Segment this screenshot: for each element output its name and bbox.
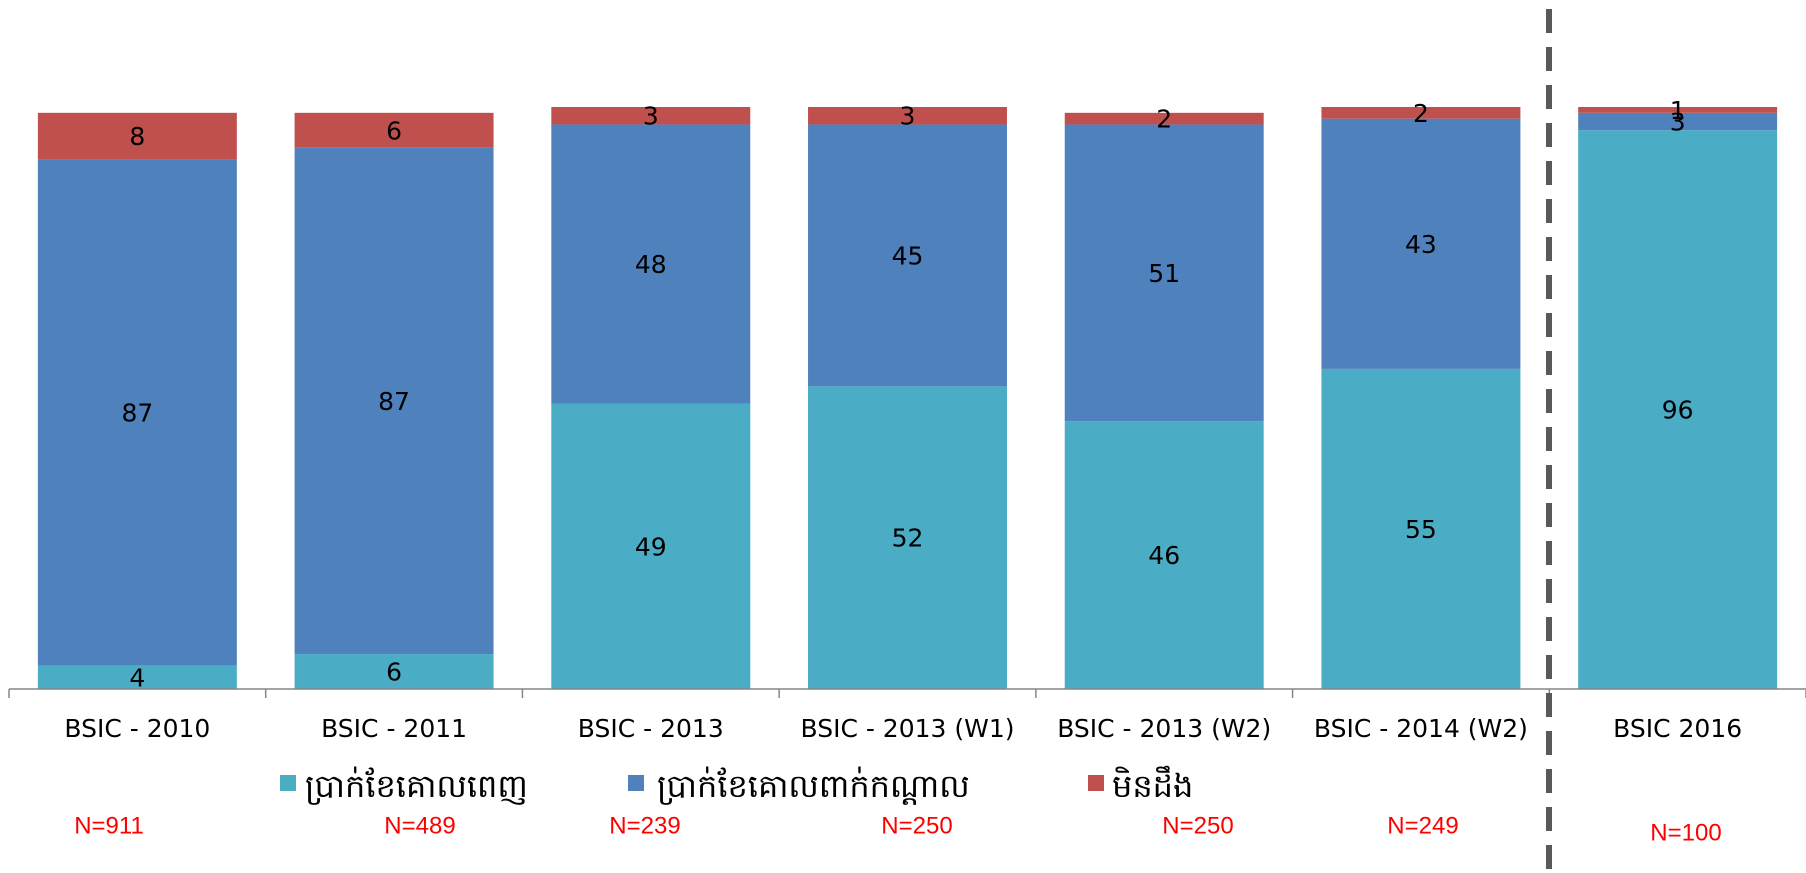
data-label: 43	[1405, 230, 1437, 259]
x-tick-label: BSIC - 2013 (W1)	[800, 714, 1014, 743]
data-label: 49	[635, 532, 667, 561]
annotation: N=911	[74, 812, 144, 839]
x-tick-label: BSIC - 2011	[321, 714, 467, 743]
bar-segment	[1578, 107, 1778, 113]
annotation: N=250	[881, 812, 952, 839]
x-tick-label: BSIC - 2013	[578, 714, 724, 743]
data-label: 46	[1148, 541, 1180, 570]
data-label: 52	[892, 524, 924, 553]
bar-segment	[1321, 368, 1521, 689]
legend-swatch	[1088, 775, 1104, 791]
data-label: 3	[643, 102, 659, 131]
data-label: 87	[378, 387, 410, 416]
bar-segment	[1064, 124, 1264, 422]
data-label: 51	[1148, 259, 1180, 288]
bar-segment	[37, 665, 237, 689]
data-label: 2	[1413, 99, 1429, 128]
bar-segment	[808, 107, 1007, 125]
bar-segment	[294, 654, 494, 689]
bar-segment	[37, 112, 237, 160]
x-tick-label: BSIC - 2010	[64, 714, 210, 743]
annotation: N=250	[1162, 812, 1233, 839]
data-label: 96	[1662, 396, 1694, 425]
bar-segment	[1578, 112, 1778, 131]
data-label: 3	[900, 102, 916, 131]
data-label: 48	[635, 250, 667, 279]
data-label: 87	[121, 399, 153, 428]
bar-segment	[551, 403, 751, 689]
legend-label: ប្រាក់ខែគោលពាក់កណ្ដាល	[657, 766, 970, 805]
annotation: N=489	[384, 812, 455, 839]
bar-segment	[1064, 112, 1264, 125]
bar-segment	[808, 386, 1007, 689]
data-label: 8	[129, 122, 145, 151]
data-label: 4	[129, 663, 145, 692]
data-label: 6	[386, 116, 402, 145]
bar-segment	[551, 107, 751, 125]
legend-label: មិនដឹង	[1112, 765, 1193, 805]
data-label: 55	[1405, 515, 1437, 544]
data-label: 1	[1670, 96, 1686, 125]
annotation: N=239	[609, 812, 680, 839]
x-tick-label: BSIC - 2014 (W2)	[1314, 714, 1528, 743]
bar-segment	[1321, 118, 1521, 369]
data-label: 6	[386, 658, 402, 687]
annotation: N=249	[1387, 812, 1458, 839]
data-label: 3	[1670, 108, 1686, 137]
bar-segment	[294, 112, 494, 148]
legend-swatch	[628, 775, 644, 791]
data-label: 2	[1156, 105, 1172, 134]
data-label: 45	[892, 241, 924, 270]
legend-swatch	[280, 775, 296, 791]
bar-segment	[551, 124, 751, 404]
bar-segment	[294, 147, 494, 655]
x-tick-label: BSIC 2016	[1613, 714, 1742, 743]
bar-segment	[1321, 107, 1521, 119]
legend-label: ប្រាក់ខែគោលពេញ	[305, 766, 528, 805]
x-tick-label: BSIC - 2013 (W2)	[1057, 714, 1271, 743]
bar-segment	[808, 124, 1007, 387]
bar-segment	[1578, 130, 1778, 689]
bar-segment	[37, 159, 237, 666]
bar-segment	[1064, 421, 1264, 689]
annotation: N=100	[1650, 819, 1721, 846]
